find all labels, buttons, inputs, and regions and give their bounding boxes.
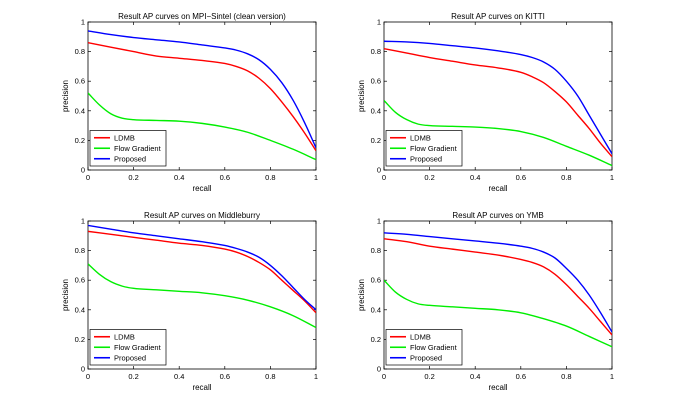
chart-panel-sintel: Result AP curves on MPI−Sintel (clean ve…	[50, 10, 330, 193]
x-tick-label: 0.4	[470, 372, 480, 381]
y-tick-label: 0.6	[371, 77, 381, 86]
y-tick-label: 0.8	[75, 47, 85, 56]
y-tick-label: 0.6	[75, 77, 85, 86]
legend-label-ldmb: LDMB	[410, 332, 431, 341]
chart-title: Result AP curves on KITTI	[451, 12, 545, 21]
x-tick-label: 0.8	[265, 173, 275, 182]
legend-label-ldmb: LDMB	[410, 133, 431, 142]
series-line-flow-gradient	[384, 99, 612, 167]
y-tick-label: 0	[81, 166, 85, 175]
y-axis-label: precision	[61, 279, 70, 311]
x-tick-label: 1	[610, 173, 614, 182]
series-line-ldmb	[88, 42, 316, 152]
plot-area-frame	[383, 21, 613, 171]
chart-title: Result AP curves on YMB	[452, 211, 543, 220]
x-axis-label: recall	[488, 383, 507, 392]
y-tick-label: 0.8	[371, 47, 381, 56]
y-tick-label: 1	[81, 18, 85, 27]
series-line-flow-gradient	[88, 263, 316, 329]
y-tick-label: 0.2	[371, 335, 381, 344]
y-tick-label: 1	[377, 217, 381, 226]
legend-label-flow-gradient: Flow Gradient	[410, 144, 458, 153]
chart-panel-ymb: Result AP curves on YMB 0 0.2 0.4 0.6 0.8 1 0 0.…	[346, 209, 626, 392]
y-tick-label: 0	[377, 166, 381, 175]
x-tick-label: 0.4	[470, 173, 480, 182]
y-axis-label: precision	[61, 80, 70, 112]
x-tick-label: 0	[86, 372, 90, 381]
series-line-ldmb	[88, 230, 316, 314]
legend-label-proposed: Proposed	[410, 154, 442, 163]
x-tick-label: 0.6	[220, 372, 230, 381]
x-tick-label: 1	[314, 173, 318, 182]
x-tick-label: 0	[382, 173, 386, 182]
chart-panel-middleburry: Result AP curves on Middleburry 0 0.2 0.4 0.…	[50, 209, 330, 392]
x-tick-label: 0.6	[516, 372, 526, 381]
x-tick-label: 0.2	[128, 173, 138, 182]
y-tick-label: 0.8	[371, 246, 381, 255]
plot-area-frame	[87, 220, 317, 370]
chart-title: Result AP curves on Middleburry	[144, 211, 260, 220]
y-tick-label: 0	[377, 365, 381, 374]
x-tick-label: 1	[610, 372, 614, 381]
chart-panel-kitti: Result AP curves on KITTI 0 0.2 0.4 0.6 0.8 1 0…	[346, 10, 626, 193]
chart-svg-sintel: Result AP curves on MPI−Sintel (clean ve…	[61, 12, 318, 193]
legend-label-ldmb: LDMB	[114, 332, 135, 341]
x-axis-label: recall	[488, 184, 507, 193]
chart-title: Result AP curves on MPI−Sintel (clean ve…	[118, 12, 286, 21]
legend-label-flow-gradient: Flow Gradient	[114, 144, 162, 153]
x-axis-label: recall	[192, 184, 211, 193]
legend-label-flow-gradient: Flow Gradient	[114, 343, 162, 352]
x-tick-label: 0.4	[174, 173, 184, 182]
x-tick-label: 0.6	[516, 173, 526, 182]
y-tick-label: 1	[81, 217, 85, 226]
y-tick-label: 0.4	[371, 305, 381, 314]
series-line-proposed	[88, 30, 316, 149]
y-tick-label: 0.8	[75, 246, 85, 255]
x-tick-label: 0.2	[424, 173, 434, 182]
chart-svg-middleburry: Result AP curves on Middleburry 0 0.2 0.4 0.…	[61, 211, 318, 392]
y-tick-label: 0.2	[75, 136, 85, 145]
legend-label-proposed: Proposed	[114, 154, 146, 163]
plot-area-frame	[87, 21, 317, 171]
x-tick-label: 0.2	[424, 372, 434, 381]
x-axis-label: recall	[192, 383, 211, 392]
y-axis-label: precision	[357, 279, 366, 311]
y-tick-label: 0.4	[371, 106, 381, 115]
legend-label-ldmb: LDMB	[114, 133, 135, 142]
y-tick-label: 0.6	[75, 276, 85, 285]
x-tick-label: 1	[314, 372, 318, 381]
series-line-proposed	[384, 40, 612, 155]
x-tick-label: 0.8	[265, 372, 275, 381]
legend-label-proposed: Proposed	[114, 353, 146, 362]
y-tick-label: 0.6	[371, 276, 381, 285]
chart-svg-ymb: Result AP curves on YMB 0 0.2 0.4 0.6 0.8 1 0 0.…	[357, 211, 614, 392]
series-line-proposed	[384, 232, 612, 333]
series-line-ldmb	[384, 47, 612, 158]
y-tick-label: 0	[81, 365, 85, 374]
x-tick-label: 0.8	[561, 173, 571, 182]
x-tick-label: 0.2	[128, 372, 138, 381]
series-line-flow-gradient	[384, 279, 612, 348]
x-tick-label: 0.6	[220, 173, 230, 182]
series-line-proposed	[88, 224, 316, 311]
y-tick-label: 0.4	[75, 305, 85, 314]
y-axis-label: precision	[357, 80, 366, 112]
y-tick-label: 0.4	[75, 106, 85, 115]
y-tick-label: 1	[377, 18, 381, 27]
x-tick-label: 0.4	[174, 372, 184, 381]
x-tick-label: 0.8	[561, 372, 571, 381]
series-line-ldmb	[384, 238, 612, 336]
series-line-flow-gradient	[88, 92, 316, 161]
y-tick-label: 0.2	[371, 136, 381, 145]
legend-label-flow-gradient: Flow Gradient	[410, 343, 458, 352]
chart-svg-kitti: Result AP curves on KITTI 0 0.2 0.4 0.6 0.8 1 0…	[357, 12, 614, 193]
y-tick-label: 0.2	[75, 335, 85, 344]
plot-area-frame	[383, 220, 613, 370]
x-tick-label: 0	[382, 372, 386, 381]
x-tick-label: 0	[86, 173, 90, 182]
legend-label-proposed: Proposed	[410, 353, 442, 362]
